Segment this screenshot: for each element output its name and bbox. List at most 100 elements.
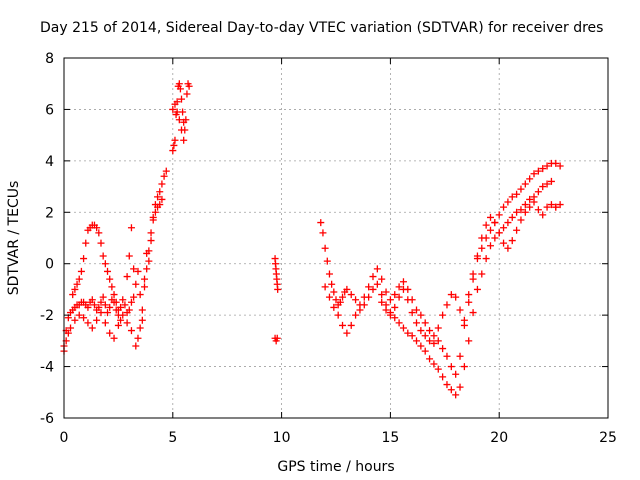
data-point — [119, 311, 127, 319]
data-point — [430, 332, 438, 340]
data-point — [319, 229, 327, 237]
data-point — [132, 342, 140, 350]
data-point — [365, 283, 373, 291]
data-point — [430, 360, 438, 368]
data-point — [495, 229, 503, 237]
data-point — [404, 329, 412, 337]
data-point — [352, 311, 360, 319]
data-point — [473, 285, 481, 293]
series-peak — [169, 80, 193, 155]
data-point — [175, 80, 183, 88]
data-point — [373, 280, 381, 288]
data-point — [517, 185, 525, 193]
data-point — [183, 90, 191, 98]
data-point — [132, 280, 140, 288]
data-point — [426, 337, 434, 345]
data-point — [539, 183, 547, 191]
data-point — [556, 201, 564, 209]
data-point — [517, 216, 525, 224]
data-point — [347, 321, 355, 329]
data-point — [273, 334, 281, 342]
data-point — [104, 309, 112, 317]
data-point — [339, 293, 347, 301]
data-point — [447, 363, 455, 371]
data-point — [421, 347, 429, 355]
data-markers — [60, 80, 564, 399]
data-point — [469, 309, 477, 317]
data-point — [169, 105, 177, 113]
data-point — [426, 355, 434, 363]
data-point — [127, 298, 135, 306]
data-point — [530, 170, 538, 178]
data-point — [504, 198, 512, 206]
data-point — [274, 285, 282, 293]
data-point — [106, 275, 114, 283]
data-point — [162, 167, 170, 175]
data-point — [495, 211, 503, 219]
data-point — [325, 293, 333, 301]
data-point — [508, 213, 516, 221]
data-point — [552, 203, 560, 211]
data-point — [114, 321, 122, 329]
data-point — [97, 309, 105, 317]
data-point — [378, 275, 386, 283]
series-late-b — [321, 177, 564, 399]
data-point — [71, 316, 79, 324]
data-point — [158, 180, 166, 188]
data-point — [469, 275, 477, 283]
data-point — [521, 201, 529, 209]
data-point — [127, 327, 135, 335]
data-point — [508, 193, 516, 201]
data-point — [399, 278, 407, 286]
data-point — [447, 386, 455, 394]
data-point — [478, 270, 486, 278]
data-point — [447, 291, 455, 299]
data-point — [64, 329, 72, 337]
data-point — [101, 319, 109, 327]
data-point — [325, 270, 333, 278]
data-point — [80, 255, 88, 263]
data-point — [175, 116, 183, 124]
x-tick-label: 0 — [60, 430, 69, 446]
data-point — [500, 239, 508, 247]
data-point — [504, 219, 512, 227]
series-late-c — [378, 198, 560, 347]
data-point — [413, 337, 421, 345]
y-tick-label: -6 — [40, 411, 54, 427]
data-point — [106, 303, 114, 311]
data-point — [421, 332, 429, 340]
data-point — [534, 188, 542, 196]
data-point — [482, 255, 490, 263]
data-point — [391, 303, 399, 311]
data-point — [526, 203, 534, 211]
data-point — [178, 95, 186, 103]
data-point — [125, 252, 133, 260]
data-point — [395, 319, 403, 327]
data-point — [395, 293, 403, 301]
data-point — [321, 283, 329, 291]
data-point — [486, 226, 494, 234]
data-point — [136, 324, 144, 332]
data-point — [336, 298, 344, 306]
series-pre-peak — [123, 167, 170, 314]
data-point — [439, 345, 447, 353]
data-point — [434, 337, 442, 345]
data-point — [478, 234, 486, 242]
data-point — [171, 136, 179, 144]
data-point — [491, 219, 499, 227]
data-point — [547, 201, 555, 209]
data-point — [110, 291, 118, 299]
data-point — [539, 211, 547, 219]
data-point — [123, 273, 131, 281]
data-point — [75, 311, 83, 319]
data-point — [456, 383, 464, 391]
data-point — [114, 306, 122, 314]
data-point — [517, 206, 525, 214]
data-point — [127, 224, 135, 232]
data-point — [513, 226, 521, 234]
data-point — [138, 306, 146, 314]
data-point — [356, 306, 364, 314]
data-point — [508, 237, 516, 245]
data-point — [382, 288, 390, 296]
data-point — [182, 116, 190, 124]
